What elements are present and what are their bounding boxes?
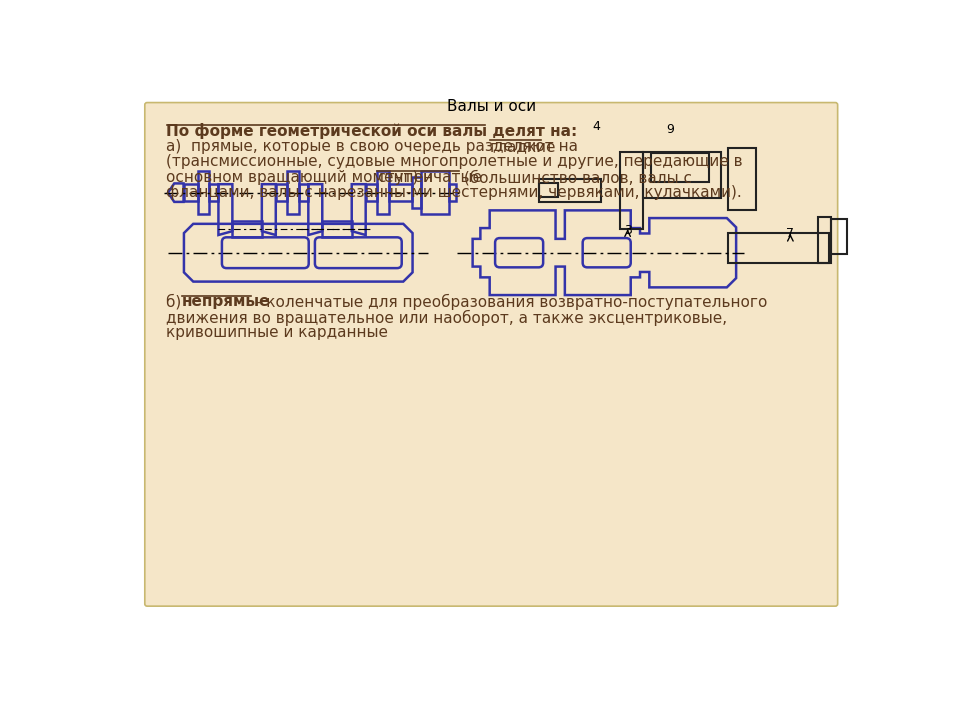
FancyBboxPatch shape — [145, 102, 838, 606]
Text: фланцами, валы с нарезанны-ми шестернями, червяками, кулачками).: фланцами, валы с нарезанны-ми шестернями… — [166, 185, 742, 200]
Text: 3: 3 — [624, 223, 632, 237]
Bar — [323, 221, 351, 237]
Bar — [620, 152, 643, 229]
Text: кривошипные и карданные: кривошипные и карданные — [166, 325, 389, 340]
Bar — [377, 171, 389, 214]
Text: ступенчатые: ступенчатые — [377, 169, 482, 184]
Bar — [198, 171, 209, 214]
Text: основном вращающий момент) и: основном вращающий момент) и — [166, 169, 439, 184]
Text: По форме геометрической оси валы делят на:: По форме геометрической оси валы делят н… — [166, 123, 578, 140]
Bar — [448, 184, 456, 201]
Bar — [276, 184, 287, 201]
Bar — [366, 184, 377, 201]
Bar — [539, 179, 601, 202]
Text: 7: 7 — [786, 228, 794, 240]
Text: - коленчатые для преобразования возвратно-поступательного: - коленчатые для преобразования возвратн… — [251, 294, 767, 310]
Bar — [287, 171, 299, 214]
Bar — [209, 184, 219, 201]
Bar — [643, 152, 721, 198]
Bar — [389, 184, 412, 201]
Text: Валы и оси: Валы и оси — [447, 99, 537, 114]
Text: непрямые: непрямые — [182, 294, 271, 310]
Bar — [651, 153, 709, 182]
Text: а)  прямые, которые в свою очередь разделяют на: а) прямые, которые в свою очередь раздел… — [166, 139, 584, 154]
Text: (большинство валов, валы с: (большинство валов, валы с — [459, 169, 691, 185]
Bar — [729, 233, 829, 264]
Text: б): б) — [166, 294, 186, 310]
Text: 4: 4 — [592, 120, 601, 132]
Bar — [299, 184, 308, 201]
Bar — [421, 171, 448, 214]
Text: движения во вращательное или наоборот, а также эксцентриковые,: движения во вращательное или наоборот, а… — [166, 310, 728, 326]
Bar — [539, 184, 558, 197]
Bar — [818, 217, 831, 264]
Bar — [412, 177, 421, 208]
Text: гладкие: гладкие — [490, 139, 556, 154]
Text: 9: 9 — [666, 123, 674, 137]
Bar — [232, 221, 262, 237]
Text: (трансмиссионные, судовые многопролетные и другие, передающие в: (трансмиссионные, судовые многопролетные… — [166, 154, 743, 169]
Bar — [183, 184, 198, 201]
Bar — [831, 219, 847, 254]
Bar — [729, 148, 756, 210]
